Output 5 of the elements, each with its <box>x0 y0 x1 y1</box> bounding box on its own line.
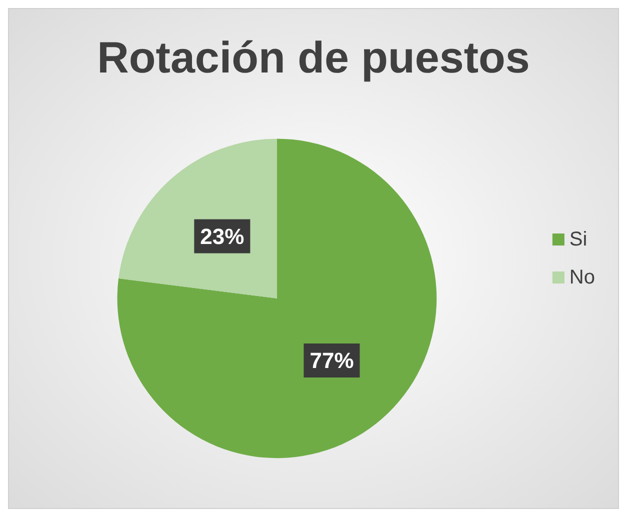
legend-label: Si <box>569 228 588 250</box>
chart-title: Rotación de puestos <box>97 34 530 82</box>
legend-label: No <box>569 266 596 288</box>
data-label: 23% <box>200 224 244 249</box>
data-label: 77% <box>310 348 354 374</box>
